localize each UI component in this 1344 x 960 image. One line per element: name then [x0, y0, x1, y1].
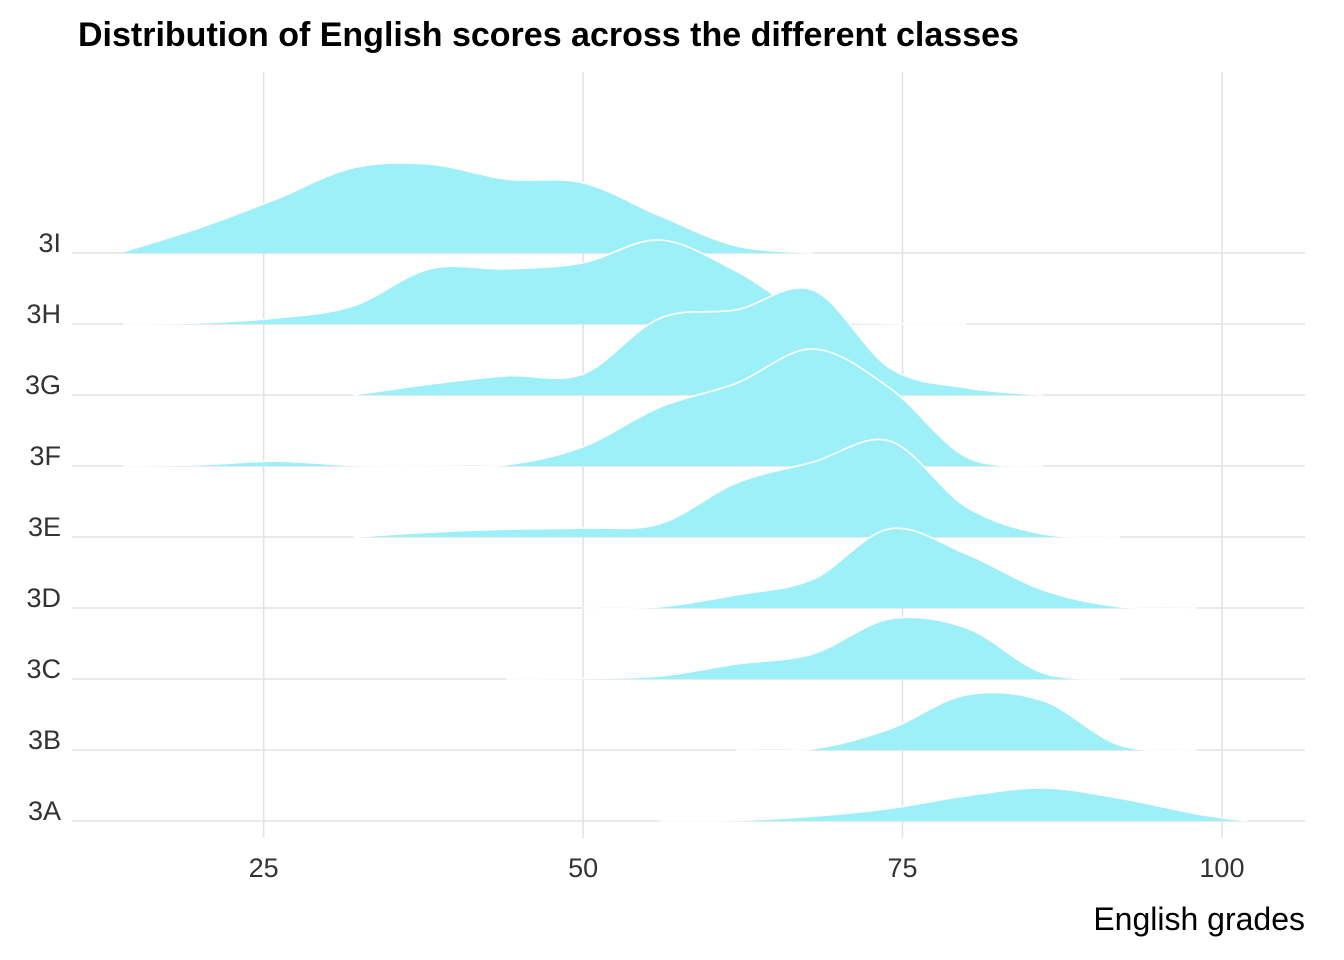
ridge-fill-3E [353, 439, 1120, 538]
ridge-3C [506, 616, 1120, 680]
ridge-outline-3D [583, 527, 1197, 610]
x-axis-labels: 25 50 75 100 [249, 853, 1245, 883]
ridge-3A [659, 787, 1248, 822]
ridge-fill-3I [123, 162, 814, 253]
ridge-fill-3D [583, 528, 1197, 609]
y-tick-label-3G: 3G [25, 370, 61, 400]
chart-title: Distribution of English scores across th… [78, 16, 1019, 54]
x-axis-title: English grades [1093, 901, 1305, 937]
y-tick-label-3B: 3B [28, 725, 61, 755]
y-tick-label-3F: 3F [29, 441, 61, 471]
ridge-outline-3I [122, 162, 814, 254]
y-tick-label-3E: 3E [28, 512, 61, 542]
x-tick-label-75: 75 [887, 853, 917, 883]
y-tick-label-3C: 3C [26, 654, 61, 684]
y-tick-label-3I: 3I [38, 228, 61, 258]
ridge-3D [583, 527, 1197, 610]
ridge-3F [123, 348, 1044, 468]
ridge-fill-3A [659, 787, 1248, 821]
ridge-outline-3C [506, 616, 1120, 680]
y-tick-label-3D: 3D [26, 583, 61, 613]
x-tick-label-100: 100 [1199, 853, 1244, 883]
ridge-fill-3G [353, 287, 1044, 395]
ridge-outline-3B [736, 691, 1197, 752]
x-tick-label-25: 25 [249, 853, 279, 883]
ridge-fill-3B [736, 692, 1197, 751]
y-axis-labels: 3A 3B 3C 3D 3E 3F 3G 3H 3I [25, 228, 61, 826]
ridge-outline-3F [123, 348, 1044, 468]
x-tick-label-50: 50 [568, 853, 598, 883]
ridge-3G [352, 287, 1044, 396]
ridge-layer [122, 162, 1248, 822]
ridge-3I [122, 162, 814, 254]
ridge-fill-3F [123, 348, 1044, 467]
ridge-outline-3E [353, 438, 1120, 538]
ridge-3B [736, 691, 1197, 752]
y-tick-label-3A: 3A [28, 796, 61, 826]
ridge-3E [353, 438, 1120, 538]
ridge-outline-3G [352, 287, 1044, 396]
ridge-outline-3A [659, 787, 1248, 822]
y-tick-label-3H: 3H [26, 299, 61, 329]
ridge-fill-3C [506, 617, 1120, 679]
